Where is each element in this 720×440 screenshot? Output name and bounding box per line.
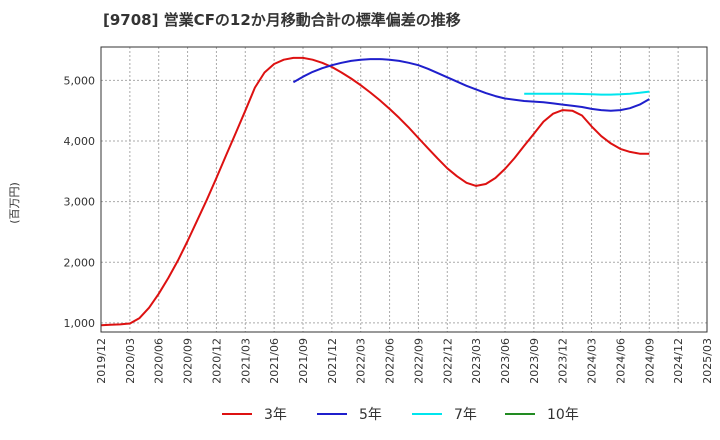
y-tick-label: 5,000	[64, 74, 96, 87]
x-tick-label: 2021/06	[268, 338, 281, 384]
series-lines	[100, 56, 650, 327]
series-line-5年	[292, 58, 650, 112]
x-tick-label: 2020/03	[124, 338, 137, 384]
x-tick-label: 2022/06	[384, 338, 397, 384]
x-tick-label: 2021/12	[326, 338, 339, 384]
y-tick-label: 4,000	[64, 135, 96, 148]
x-tick-label: 2020/09	[182, 338, 195, 384]
x-tick-label: 2020/06	[153, 338, 166, 384]
x-tick-label: 2023/06	[499, 338, 512, 384]
plot-frame	[100, 46, 708, 333]
y-axis-ticks: 1,000 2,000 3,000 4,000 5,000	[64, 74, 96, 330]
y-tick-label: 1,000	[64, 317, 96, 330]
x-tick-label: 2022/09	[412, 338, 425, 384]
x-tick-label: 2020/12	[210, 338, 223, 384]
chart-title: [9708] 営業CFの12か月移動合計の標準偏差の推移	[103, 11, 461, 29]
legend: 3年 5年 7年 10年	[222, 407, 579, 423]
x-tick-label: 2023/09	[528, 338, 541, 384]
legend-label: 7年	[454, 407, 477, 423]
x-tick-label: 2024/09	[643, 338, 656, 384]
series-line-7年	[524, 90, 650, 96]
legend-label: 10年	[547, 407, 579, 423]
y-tick-label: 3,000	[64, 196, 96, 209]
x-tick-label: 2022/03	[355, 338, 368, 384]
x-axis-ticks: 2019/12 2020/03 2020/06 2020/09 2020/12 2021/…	[95, 338, 714, 384]
x-tick-label: 2024/06	[614, 338, 627, 384]
x-tick-label: 2024/03	[586, 338, 599, 384]
x-tick-label: 2023/03	[470, 338, 483, 384]
legend-label: 5年	[359, 407, 382, 423]
y-axis-label: (百万円)	[8, 182, 21, 224]
x-tick-label: 2022/12	[441, 338, 454, 384]
x-tick-label: 2021/09	[297, 338, 310, 384]
grid	[101, 47, 707, 332]
series-line-3年	[100, 56, 650, 327]
x-tick-label: 2024/12	[672, 338, 685, 384]
legend-label: 3年	[264, 407, 287, 423]
x-tick-label: 2023/12	[557, 338, 570, 384]
x-tick-label: 2019/12	[95, 338, 108, 384]
x-tick-label: 2025/03	[701, 338, 714, 384]
x-tick-label: 2021/03	[239, 338, 252, 384]
y-tick-label: 2,000	[64, 256, 96, 269]
